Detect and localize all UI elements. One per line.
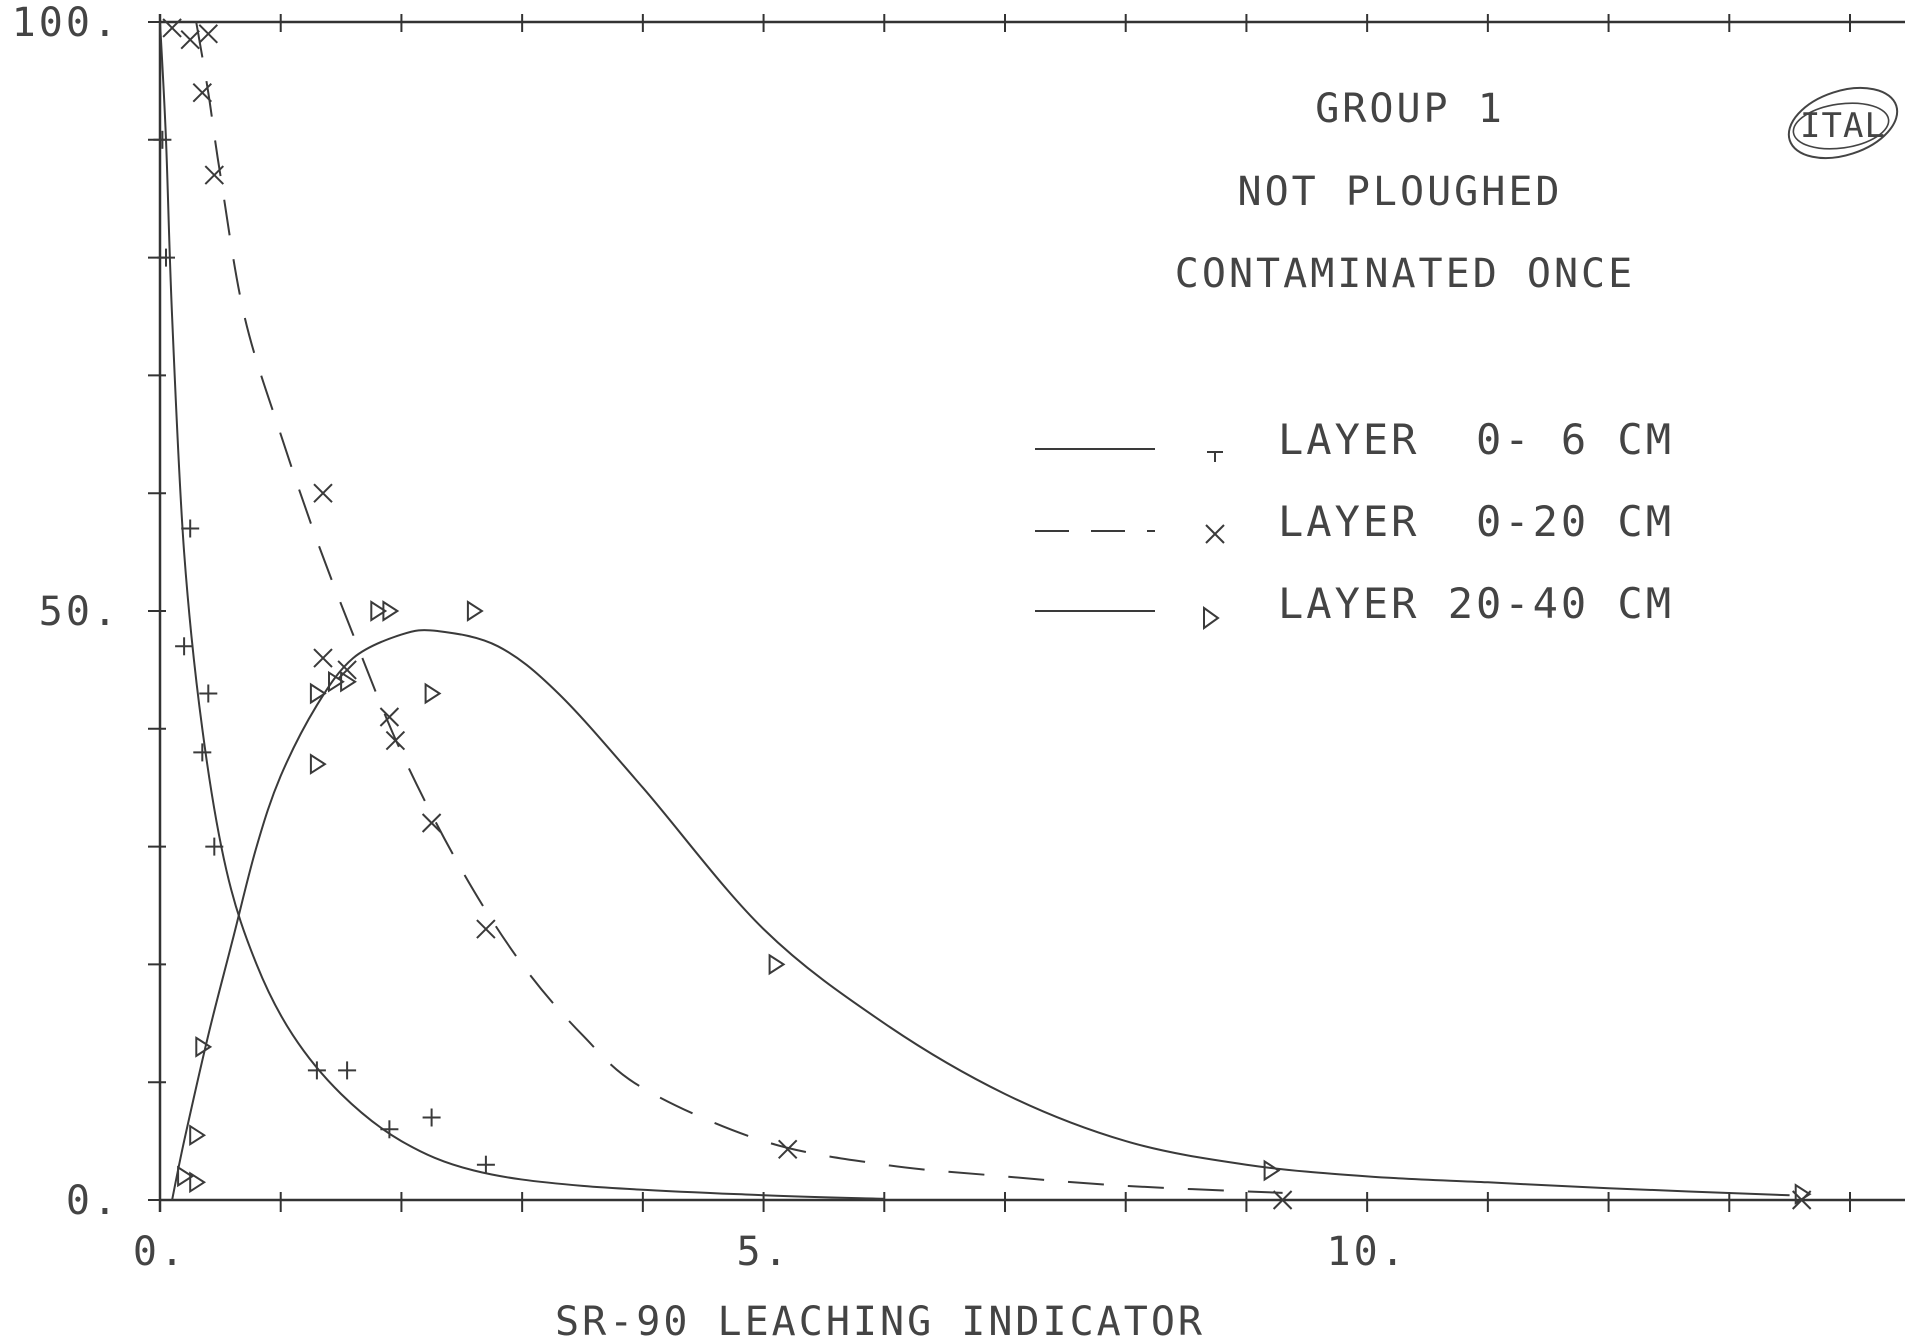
series-markers <box>153 18 1812 1210</box>
point-layer-0-20-cm <box>313 648 333 668</box>
point-layer-0-6-cm <box>380 1120 399 1139</box>
logo-ellipse-2 <box>1792 102 1890 150</box>
legend-label-layer-20-40: LAYER 20-40 CM <box>1278 579 1674 628</box>
point-layer-20-40-cm <box>382 600 400 622</box>
point-layer-0-20-cm <box>180 29 200 50</box>
point-layer-0-6-cm <box>181 519 200 538</box>
x-tick-label: 0. <box>133 1229 187 1275</box>
point-layer-20-40-cm <box>189 1171 207 1194</box>
curve-layer-20-40-cm <box>171 629 1790 1201</box>
point-layer-20-40-cm <box>466 600 484 622</box>
point-layer-20-40-cm <box>424 682 442 705</box>
axes <box>148 14 1905 1212</box>
point-layer-0-20-cm <box>379 707 400 727</box>
point-layer-0-20-cm <box>313 483 333 503</box>
point-layer-0-20-cm <box>476 919 496 939</box>
logo-text: ITAL <box>1800 106 1886 146</box>
legend-marker-plus <box>1207 451 1223 462</box>
point-layer-0-6-cm <box>422 1108 441 1127</box>
point-layer-0-6-cm <box>153 130 172 149</box>
legend-marker-x <box>1205 524 1225 544</box>
point-layer-20-40-cm <box>340 670 357 693</box>
legend-label-layer-0-6: LAYER 0- 6 CM <box>1278 415 1674 464</box>
x-tick-label: 5. <box>736 1229 790 1275</box>
point-layer-20-40-cm <box>370 600 388 622</box>
point-layer-0-6-cm <box>193 743 212 762</box>
point-layer-20-40-cm <box>177 1165 194 1188</box>
point-layer-0-20-cm <box>385 730 406 751</box>
point-layer-0-6-cm <box>307 1061 326 1080</box>
point-layer-20-40-cm <box>309 753 327 775</box>
x-tick-label: 10. <box>1327 1229 1408 1275</box>
point-layer-0-20-cm <box>192 82 213 103</box>
point-layer-0-20-cm <box>1272 1190 1293 1210</box>
point-layer-0-6-cm <box>338 1061 357 1080</box>
point-layer-20-40-cm <box>1794 1183 1812 1205</box>
y-tick-label: 50. <box>39 589 120 635</box>
point-layer-0-20-cm <box>162 18 182 38</box>
point-layer-20-40-cm <box>328 670 345 693</box>
curve-layer-0-20-cm <box>195 21 1283 1194</box>
point-layer-0-6-cm <box>157 248 175 267</box>
point-layer-20-40-cm <box>189 1124 207 1147</box>
header-line-1: GROUP 1 <box>1315 86 1505 132</box>
point-layer-20-40-cm <box>195 1036 213 1058</box>
logo-ellipse-1 <box>1787 86 1899 160</box>
point-layer-0-20-cm <box>421 813 442 833</box>
chart-header: GROUP 1 NOT PLOUGHED CONTAMINATED ONCE <box>1175 86 1635 297</box>
point-layer-0-6-cm <box>199 684 218 703</box>
curve-layer-0-6-cm <box>159 21 885 1200</box>
legend-marker-triangle <box>1203 606 1220 630</box>
y-tick-label: 100. <box>12 0 120 46</box>
point-layer-0-6-cm <box>175 637 194 656</box>
series-curves <box>159 21 1790 1201</box>
point-layer-0-6-cm <box>476 1155 495 1174</box>
y-tick-label: 0. <box>66 1178 120 1224</box>
legend: LAYER 0- 6 CM LAYER 0-20 CM LAYER 20-40 … <box>1035 415 1674 630</box>
point-layer-0-6-cm <box>205 837 224 856</box>
point-layer-0-20-cm <box>777 1139 798 1160</box>
header-line-2: NOT PLOUGHED <box>1238 169 1563 215</box>
x-axis-label: SR-90 LEACHING INDICATOR <box>555 1299 1205 1343</box>
point-layer-0-20-cm <box>204 165 225 185</box>
tick-labels: 0. 5. 10. 0. 50. 100. <box>12 0 1408 1275</box>
point-layer-20-40-cm <box>768 953 786 976</box>
point-layer-0-20-cm <box>198 24 219 44</box>
ital-logo: ITAL <box>1787 86 1899 160</box>
header-line-3: CONTAMINATED ONCE <box>1175 251 1635 297</box>
point-layer-20-40-cm <box>309 682 327 705</box>
point-layer-20-40-cm <box>1263 1159 1281 1182</box>
legend-label-layer-0-20: LAYER 0-20 CM <box>1278 497 1674 546</box>
